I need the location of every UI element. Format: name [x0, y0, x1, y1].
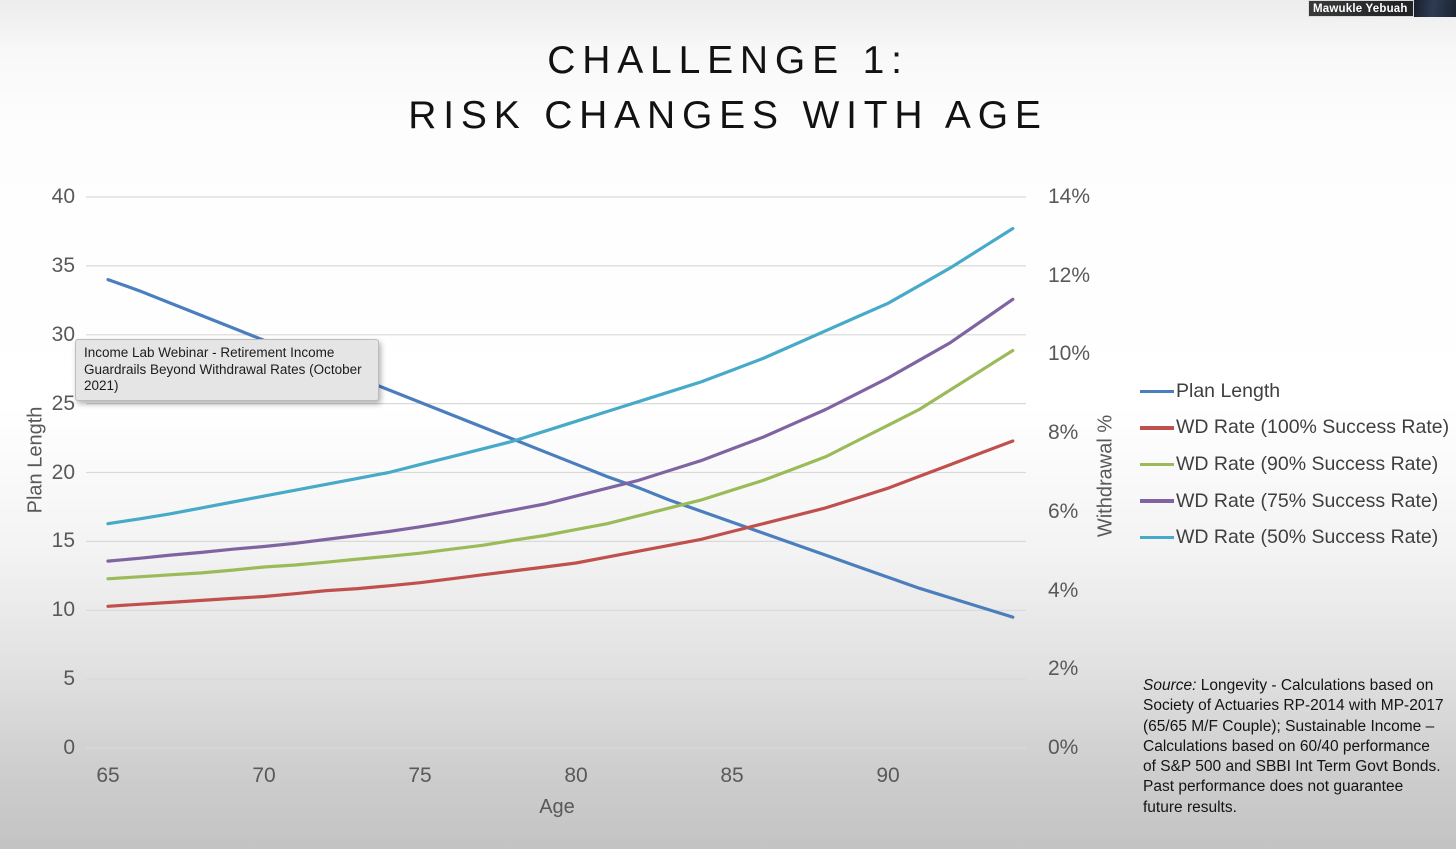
- x-axis-title: Age: [539, 796, 575, 818]
- source-note-text: Longevity - Calculations based on Societ…: [1143, 677, 1444, 816]
- y-left-tick-label: 35: [51, 253, 75, 277]
- legend-label: Plan Length: [1176, 379, 1281, 402]
- y-axis-title-left: Plan Length: [24, 406, 47, 514]
- legend-item: WD Rate (50% Success Rate): [1140, 519, 1449, 556]
- legend-line-swatch: [1140, 535, 1174, 540]
- webinar-tooltip: Income Lab Webinar - Retirement Income G…: [75, 339, 379, 401]
- y-right-tick-label: 8%: [1048, 421, 1079, 445]
- y-right-tick-label: 6%: [1048, 499, 1079, 523]
- x-tick-label: 65: [96, 764, 120, 787]
- slide-title-line1: CHALLENGE 1:: [547, 39, 909, 82]
- y-left-tick-label: 5: [63, 667, 75, 691]
- source-note: Source: Longevity - Calculations based o…: [1143, 676, 1447, 818]
- series-line: [106, 348, 1015, 581]
- series-line: [106, 297, 1015, 563]
- participant-name: Mawukle Yebuah: [1308, 0, 1414, 17]
- legend-item: WD Rate (75% Success Rate): [1140, 483, 1449, 520]
- legend-line-swatch: [1140, 389, 1174, 393]
- legend-item: Plan Length: [1140, 373, 1449, 410]
- y-right-tick-label: 12%: [1048, 263, 1091, 287]
- legend-item: WD Rate (90% Success Rate): [1140, 446, 1449, 483]
- legend-line-swatch: [1140, 426, 1174, 430]
- y-right-tick-label: 2%: [1048, 657, 1079, 681]
- y-right-tick-label: 10%: [1048, 342, 1091, 366]
- series-line: [106, 226, 1015, 526]
- legend-item: WD Rate (100% Success Rate): [1140, 410, 1449, 447]
- y-left-tick-label: 25: [51, 391, 75, 415]
- y-left-tick-label: 40: [51, 185, 75, 208]
- legend-line-swatch: [1140, 462, 1174, 467]
- x-tick-label: 85: [720, 764, 744, 787]
- y-left-tick-label: 30: [51, 322, 75, 346]
- y-left-tick-label: 20: [51, 460, 75, 484]
- y-right-tick-label: 14%: [1048, 185, 1091, 208]
- slide-title: CHALLENGE 1: RISK CHANGES WITH AGE: [0, 33, 1456, 143]
- slide-title-line2: RISK CHANGES WITH AGE: [408, 94, 1048, 137]
- y-left-tick-label: 15: [51, 529, 75, 553]
- legend-line-swatch: [1140, 499, 1174, 503]
- webinar-tooltip-text: Income Lab Webinar - Retirement Income G…: [84, 345, 362, 393]
- legend-label: WD Rate (50% Success Rate): [1176, 526, 1439, 549]
- legend-label: WD Rate (75% Success Rate): [1176, 489, 1439, 512]
- legend-label: WD Rate (90% Success Rate): [1176, 452, 1439, 475]
- x-tick-label: 80: [564, 764, 588, 787]
- y-left-tick-label: 0: [63, 736, 75, 759]
- series-line: [106, 278, 1015, 619]
- x-tick-label: 75: [408, 764, 432, 787]
- source-note-label: Source:: [1143, 677, 1197, 694]
- x-tick-label: 70: [252, 764, 276, 787]
- y-right-tick-label: 0%: [1048, 736, 1079, 759]
- legend-label: WD Rate (100% Success Rate): [1176, 416, 1450, 439]
- y-right-tick-label: 4%: [1048, 578, 1079, 602]
- x-tick-label: 90: [876, 764, 900, 787]
- webcam-thumbnail[interactable]: Mawukle Yebuah: [1308, 0, 1456, 17]
- series-line: [106, 439, 1015, 608]
- chart-legend: Plan Length WD Rate (100% Success Rate) WD…: [1140, 373, 1449, 556]
- y-left-tick-label: 10: [51, 598, 75, 622]
- y-axis-title-right: Withdrawal %: [1094, 414, 1117, 538]
